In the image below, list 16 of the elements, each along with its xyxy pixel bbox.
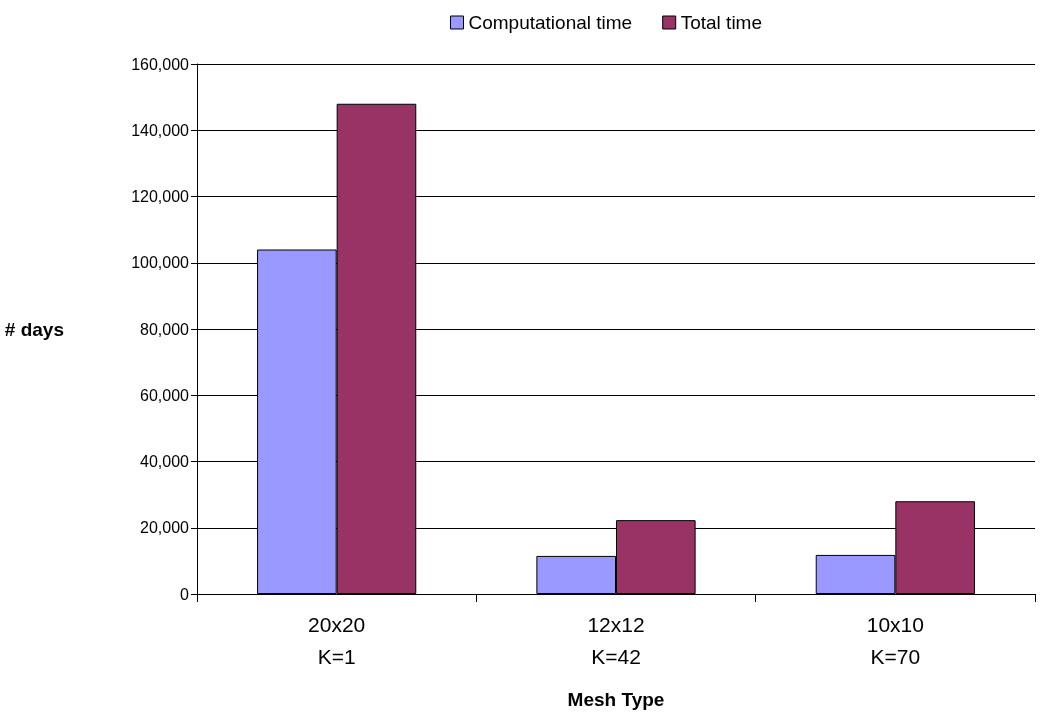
y-tick-label: 140,000 — [131, 121, 190, 139]
x-tick-label: 20x20 K=1 — [308, 612, 366, 668]
y-tick-label: 40,000 — [140, 453, 190, 470]
y-tick-label: 100,000 — [131, 254, 190, 272]
y-tick-label: 160,000 — [131, 55, 190, 73]
x-axis-title: Mesh Type — [567, 689, 665, 710]
y-tick-label: 20,000 — [140, 519, 190, 537]
x-tick-label: 12x12 K=42 — [587, 612, 645, 668]
legend-label: Computational time — [468, 12, 633, 33]
y-tick-label: 120,000 — [131, 188, 190, 205]
y-axis-title: # days — [4, 318, 64, 340]
x-tick-label: 10x10 K=70 — [866, 612, 924, 668]
y-tick-label: 60,000 — [140, 386, 190, 404]
y-tick-label: 80,000 — [140, 320, 190, 338]
legend-label: Total time — [680, 12, 762, 33]
y-tick-label: 0 — [180, 585, 190, 603]
